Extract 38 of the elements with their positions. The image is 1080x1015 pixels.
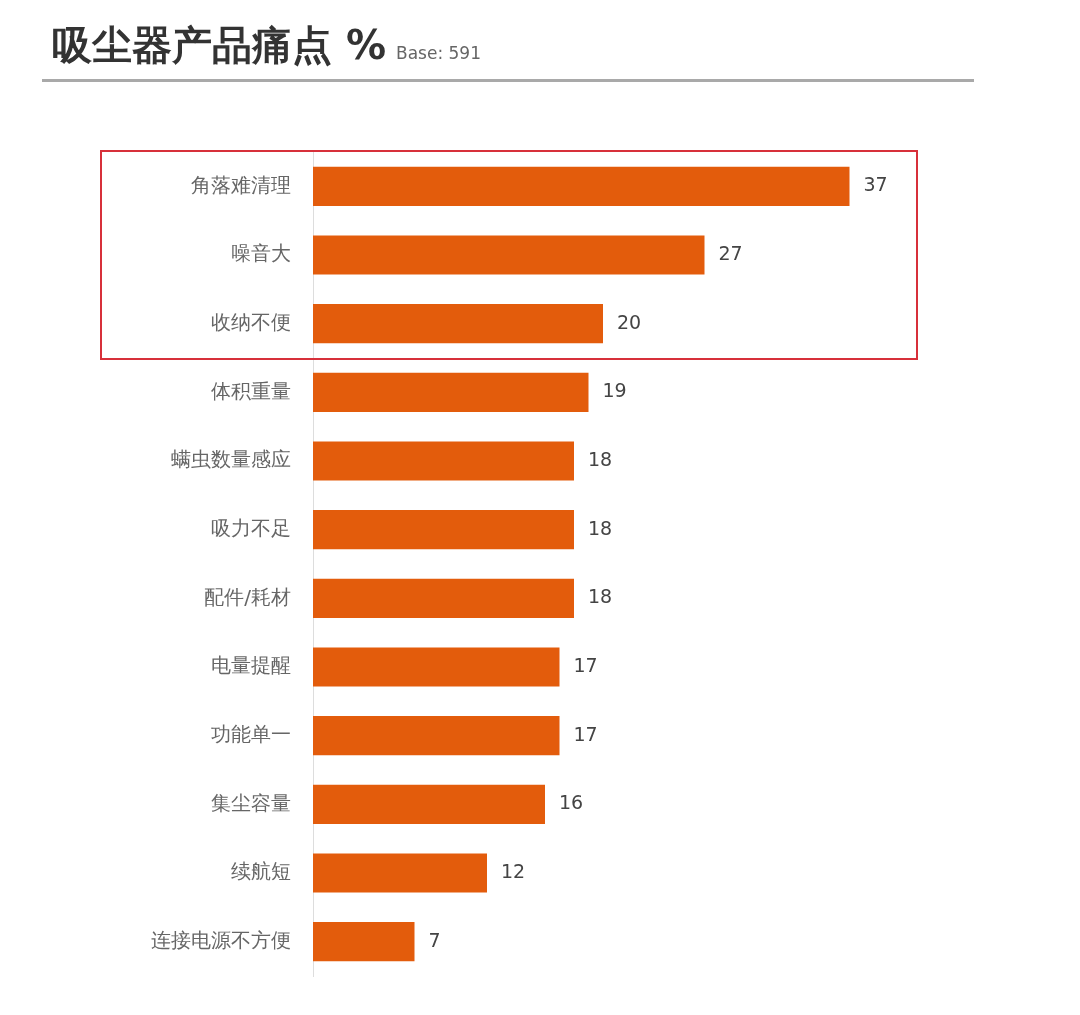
y-tick-label: 噪音大 bbox=[231, 241, 291, 266]
data-label: 7 bbox=[428, 928, 441, 951]
bar bbox=[313, 647, 560, 687]
bar bbox=[313, 784, 545, 824]
y-tick-label: 吸力不足 bbox=[211, 515, 291, 540]
chart-title: 吸尘器产品痛点 % bbox=[52, 22, 387, 68]
data-label: 19 bbox=[602, 379, 627, 402]
data-label: 27 bbox=[718, 241, 743, 264]
y-tick-label: 连接电源不方便 bbox=[151, 927, 291, 952]
data-label: 37 bbox=[863, 173, 888, 196]
data-label: 17 bbox=[573, 653, 598, 676]
data-label: 18 bbox=[588, 585, 613, 608]
bar bbox=[313, 716, 560, 756]
data-label: 18 bbox=[588, 447, 613, 470]
y-tick-label: 集尘容量 bbox=[211, 790, 291, 815]
y-tick-label: 电量提醒 bbox=[211, 653, 291, 678]
y-tick-label: 功能单一 bbox=[211, 721, 291, 746]
bar bbox=[313, 441, 574, 481]
bar bbox=[313, 510, 574, 550]
bar bbox=[313, 235, 705, 275]
y-tick-label: 配件/耗材 bbox=[204, 584, 291, 609]
y-tick-label: 角落难清理 bbox=[191, 172, 291, 197]
bar bbox=[313, 372, 589, 412]
bar bbox=[313, 578, 574, 618]
y-tick-label: 体积重量 bbox=[211, 378, 291, 403]
data-label: 16 bbox=[559, 791, 584, 814]
bar bbox=[313, 166, 850, 206]
y-tick-label: 收纳不便 bbox=[211, 309, 291, 334]
data-label: 18 bbox=[588, 516, 613, 539]
data-label: 17 bbox=[573, 722, 598, 745]
bar bbox=[313, 853, 487, 893]
chart-subtitle: Base: 591 bbox=[396, 43, 481, 63]
bar bbox=[313, 922, 415, 962]
y-tick-label: 续航短 bbox=[231, 859, 291, 884]
y-tick-label: 螨虫数量感应 bbox=[171, 447, 291, 472]
bar bbox=[313, 304, 603, 344]
data-label: 20 bbox=[617, 310, 642, 333]
data-label: 12 bbox=[501, 859, 526, 882]
